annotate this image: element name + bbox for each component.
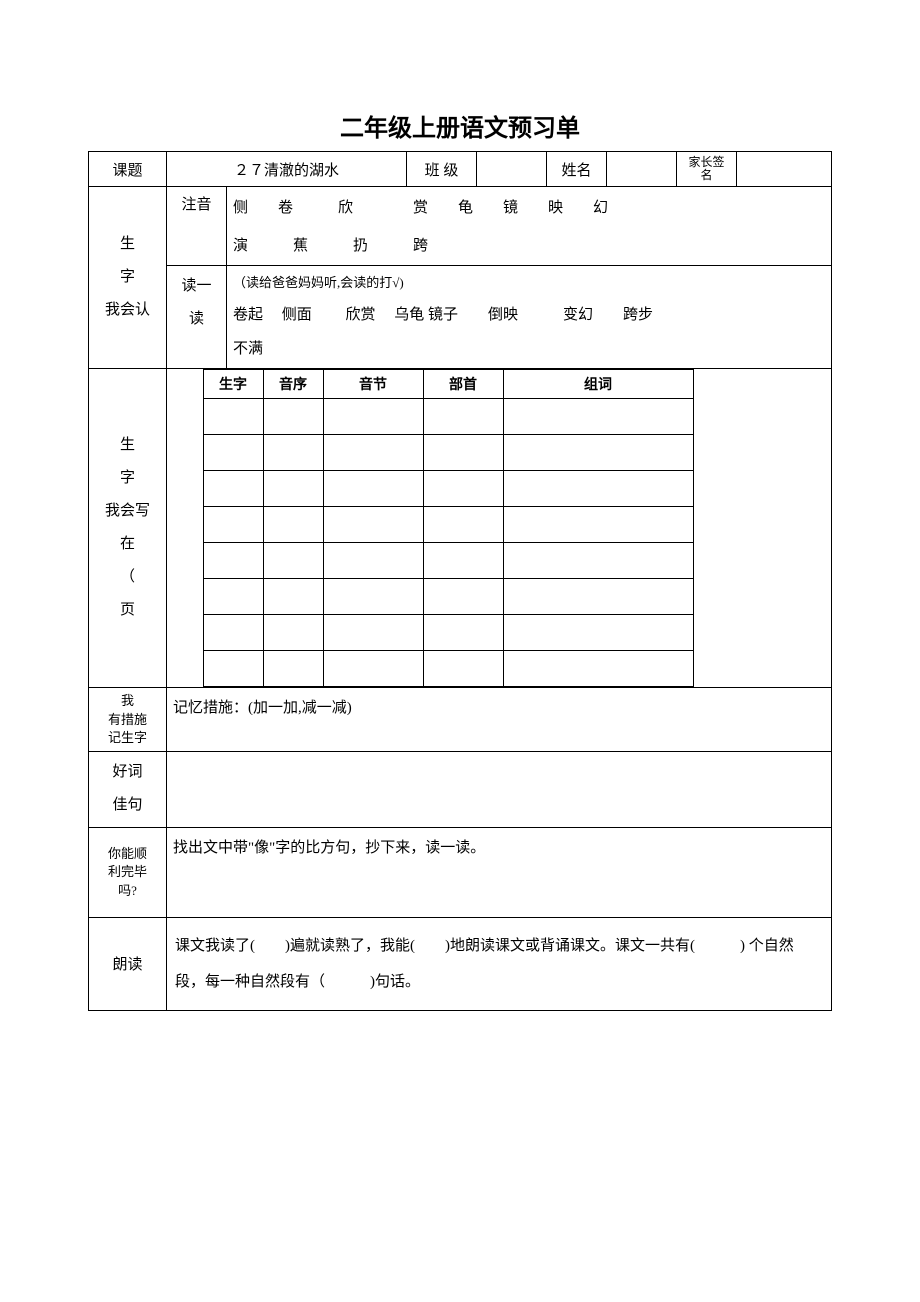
wl5: 页 <box>95 594 160 627</box>
wl1: 字 <box>95 462 160 495</box>
duyidu-content: （读给爸爸妈妈听,会读的打√) 卷起 侧面 欣赏 乌龟 镜子 倒映 变幻 跨步 … <box>227 266 832 369</box>
sl-l3: 吗? <box>95 882 160 900</box>
table-cell[interactable] <box>323 543 423 579</box>
wl2: 我会写 <box>95 495 160 528</box>
ban-label: 班 级 <box>407 152 477 187</box>
col-shengzi: 生字 <box>203 370 263 399</box>
table-cell[interactable] <box>263 435 323 471</box>
table-cell[interactable] <box>263 471 323 507</box>
table-cell[interactable] <box>503 543 693 579</box>
wl0: 生 <box>95 429 160 462</box>
chars1: 侧 卷 欣 赏 龟 镜 映 幻 <box>233 191 825 231</box>
table-cell[interactable] <box>503 471 693 507</box>
chars2: 演 蕉 扔 跨 <box>233 231 825 261</box>
sl-l1: 你能顺 <box>95 845 160 863</box>
wl4: （ <box>95 561 160 594</box>
table-cell[interactable] <box>263 543 323 579</box>
mem-l2: 有措施 <box>95 711 160 729</box>
hc-l2: 佳句 <box>95 789 160 822</box>
shunli-left: 你能顺 利完毕 吗? <box>89 827 167 917</box>
table-cell[interactable] <box>203 615 263 651</box>
col-yinjie: 音节 <box>323 370 423 399</box>
table-cell[interactable] <box>203 579 263 615</box>
table-cell[interactable] <box>423 435 503 471</box>
table-cell[interactable] <box>263 651 323 687</box>
sz-l3: 我会认 <box>95 294 160 327</box>
grid-left-pad <box>167 370 203 687</box>
table-cell[interactable] <box>503 435 693 471</box>
hc-l1: 好词 <box>95 756 160 789</box>
main-table: 课题 ２７清澈的湖水 班 级 姓名 家长签名 生 字 我会认 注音 侧 卷 欣 … <box>88 151 832 1011</box>
table-cell[interactable] <box>503 507 693 543</box>
shunli-text: 找出文中带"像"字的比方句，抄下来，读一读。 <box>167 827 832 917</box>
dy-l2: 读 <box>173 303 220 336</box>
sz-l1: 生 <box>95 228 160 261</box>
table-cell[interactable] <box>423 651 503 687</box>
table-cell[interactable] <box>503 579 693 615</box>
table-cell[interactable] <box>203 399 263 435</box>
table-cell[interactable] <box>423 543 503 579</box>
page-title: 二年级上册语文预习单 <box>88 108 832 143</box>
sign-value[interactable] <box>737 152 832 187</box>
table-cell[interactable] <box>423 399 503 435</box>
table-cell[interactable] <box>323 471 423 507</box>
table-cell[interactable] <box>263 507 323 543</box>
langdu-text: 课文我读了( )遍就读熟了，我能( )地朗读课文或背诵课文。课文一共有( ) 个… <box>167 917 832 1010</box>
table-cell[interactable] <box>263 615 323 651</box>
memory-left: 我 有措施 记生字 <box>89 688 167 752</box>
table-cell[interactable] <box>203 435 263 471</box>
duyidu-words: 卷起 侧面 欣赏 乌龟 镜子 倒映 变幻 跨步 <box>233 296 825 334</box>
mem-l1: 我 <box>95 692 160 710</box>
table-cell[interactable] <box>503 399 693 435</box>
col-bushou: 部首 <box>423 370 503 399</box>
table-cell[interactable] <box>263 399 323 435</box>
write-grid: 生字 音序 音节 部首 组词 <box>167 369 831 687</box>
ket-value: ２７清澈的湖水 <box>167 152 407 187</box>
table-cell[interactable] <box>323 579 423 615</box>
table-cell[interactable] <box>423 579 503 615</box>
table-cell[interactable] <box>423 507 503 543</box>
duyidu-label: 读一 读 <box>167 266 227 369</box>
table-cell[interactable] <box>323 399 423 435</box>
table-cell[interactable] <box>423 471 503 507</box>
table-cell[interactable] <box>323 507 423 543</box>
dy-l1: 读一 <box>173 270 220 303</box>
write-left: 生 字 我会写 在 （ 页 <box>89 369 167 688</box>
table-cell[interactable] <box>503 651 693 687</box>
table-cell[interactable] <box>323 651 423 687</box>
table-cell[interactable] <box>323 615 423 651</box>
col-zuci: 组词 <box>503 370 693 399</box>
ket-label: 课题 <box>89 152 167 187</box>
xing-value[interactable] <box>607 152 677 187</box>
table-cell[interactable] <box>203 471 263 507</box>
grid-right-pad <box>693 370 831 687</box>
haoci-left: 好词 佳句 <box>89 751 167 827</box>
memory-text: 记忆措施：(加一加,减一减) <box>167 688 832 752</box>
table-cell[interactable] <box>423 615 503 651</box>
write-grid-cell: 生字 音序 音节 部首 组词 <box>167 369 832 688</box>
col-yinxu: 音序 <box>263 370 323 399</box>
duyidu-words2: 不满 <box>233 334 825 364</box>
langdu-left: 朗读 <box>89 917 167 1010</box>
sign-label: 家长签名 <box>677 152 737 187</box>
sl-l2: 利完毕 <box>95 863 160 881</box>
wl3: 在 <box>95 528 160 561</box>
shengzi-renzhi-label: 生 字 我会认 <box>89 187 167 369</box>
xing-label: 姓名 <box>547 152 607 187</box>
sz-l2: 字 <box>95 261 160 294</box>
mem-l3: 记生字 <box>95 729 160 747</box>
table-cell[interactable] <box>503 615 693 651</box>
table-cell[interactable] <box>203 543 263 579</box>
zhuyin-chars: 侧 卷 欣 赏 龟 镜 映 幻 演 蕉 扔 跨 <box>227 187 832 266</box>
table-cell[interactable] <box>203 507 263 543</box>
ban-value[interactable] <box>477 152 547 187</box>
zhuyin-label: 注音 <box>167 187 227 266</box>
table-cell[interactable] <box>263 579 323 615</box>
duyidu-instr: （读给爸爸妈妈听,会读的打√) <box>233 270 825 296</box>
haoci-content[interactable] <box>167 751 832 827</box>
table-cell[interactable] <box>323 435 423 471</box>
table-cell[interactable] <box>203 651 263 687</box>
